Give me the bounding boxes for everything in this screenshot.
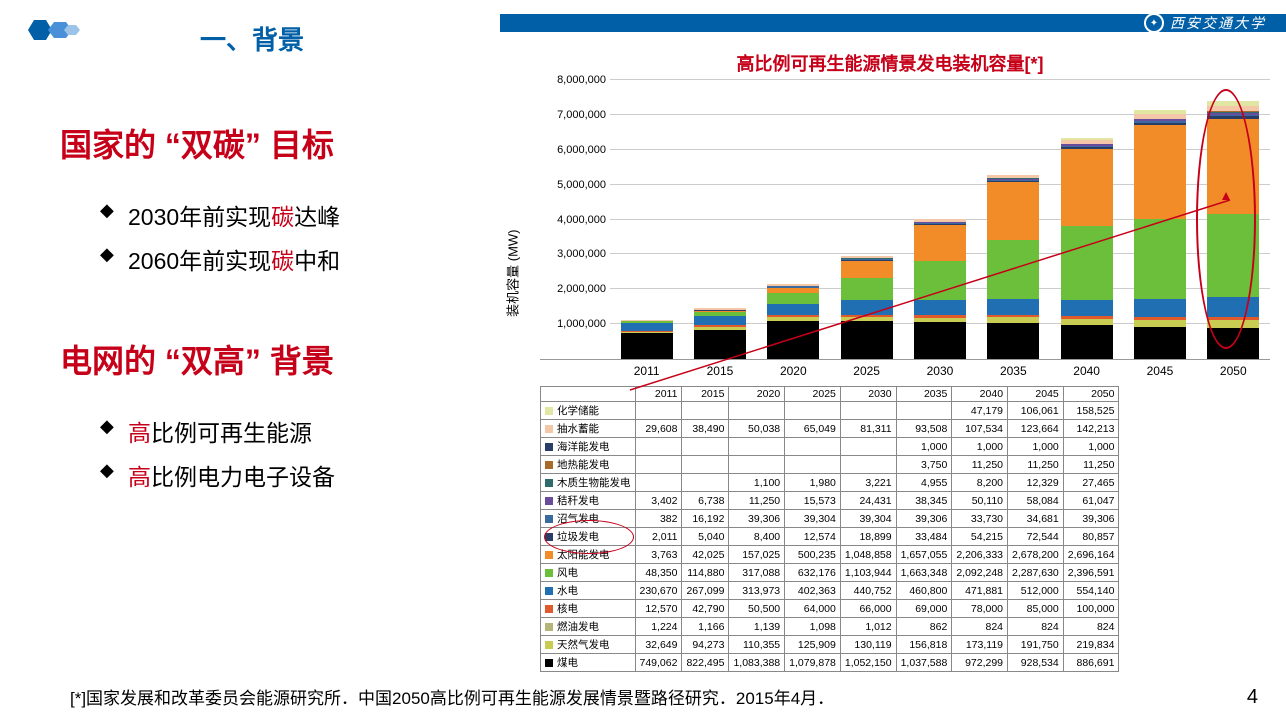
slide-hex-icon (22, 18, 82, 42)
bar-2020 (767, 284, 819, 359)
table-row: 燃油发电1,2241,1661,1391,0981,01286282482482… (541, 618, 1119, 636)
table-row: 抽水蓄能29,60838,49050,03865,04981,31193,508… (541, 420, 1119, 438)
bullet-item: 高比例可再生能源 (100, 414, 480, 448)
y-axis-label: 装机容量 (MW) (503, 229, 522, 316)
bar-2015 (694, 308, 746, 359)
top-bar: ✦ 西安交通大学 (500, 14, 1286, 32)
table-row: 风电48,350114,880317,088632,1761,103,9441,… (541, 564, 1119, 582)
chart-area: 装机容量 (MW) 8,000,0007,000,0006,000,0005,0… (540, 80, 1270, 360)
university-name: 西安交通大学 (1170, 13, 1266, 33)
x-axis-labels: 201120152020202520302035204020452050 (610, 360, 1270, 378)
table-row: 海洋能发电1,0001,0001,0001,000 (541, 438, 1119, 456)
bar-2025 (841, 256, 893, 359)
table-row: 水电230,670267,099313,973402,363440,752460… (541, 582, 1119, 600)
bullets-dual-high: 高比例可再生能源高比例电力电子设备 (100, 414, 480, 492)
headline-dual-high: 电网的 “双高” 背景 (60, 336, 480, 382)
bullets-dual-carbon: 2030年前实现碳达峰 2060年前实现碳中和 (100, 198, 480, 276)
table-row: 化学储能47,179106,061158,525 (541, 402, 1119, 420)
table-row: 沼气发电38216,19239,30639,30439,30439,30633,… (541, 510, 1119, 528)
data-table: 201120152020202520302035204020452050化学储能… (540, 386, 1119, 672)
table-row: 地热能发电3,75011,25011,25011,250 (541, 456, 1119, 474)
bar-2035 (987, 175, 1039, 359)
bar-2011 (621, 320, 673, 359)
university-seal-icon: ✦ (1144, 13, 1164, 33)
table-row: 秸秆发电3,4026,73811,25015,57324,43138,34550… (541, 492, 1119, 510)
table-row: 垃圾发电2,0115,0408,40012,57418,89933,48454,… (541, 528, 1119, 546)
headline-dual-carbon: 国家的 “双碳” 目标 (60, 120, 480, 166)
bar-2050 (1207, 101, 1259, 359)
footnote: [*]国家发展和改革委员会能源研究所．中国2050高比例可再生能源发展情景暨路径… (70, 684, 834, 709)
bullet-item: 2030年前实现碳达峰 (100, 198, 480, 232)
bar-2045 (1134, 110, 1186, 359)
bar-2030 (914, 219, 966, 359)
bar-2040 (1061, 138, 1113, 359)
table-row: 核电12,57042,79050,50064,00066,00069,00078… (541, 600, 1119, 618)
table-row: 天然气发电32,64994,273110,355125,909130,11915… (541, 636, 1119, 654)
bullet-item: 2060年前实现碳中和 (100, 242, 480, 276)
page-number: 4 (1247, 686, 1258, 709)
section-title: 一、背景 (200, 20, 304, 57)
table-row: 木质生物能发电1,1001,9803,2214,9558,20012,32927… (541, 474, 1119, 492)
chart-title: 高比例可再生能源情景发电装机容量[*] (510, 50, 1270, 76)
table-row: 太阳能发电3,76342,025157,025500,2351,048,8581… (541, 546, 1119, 564)
table-row: 煤电749,062822,4951,083,3881,079,8781,052,… (541, 654, 1119, 672)
bullet-item: 高比例电力电子设备 (100, 458, 480, 492)
